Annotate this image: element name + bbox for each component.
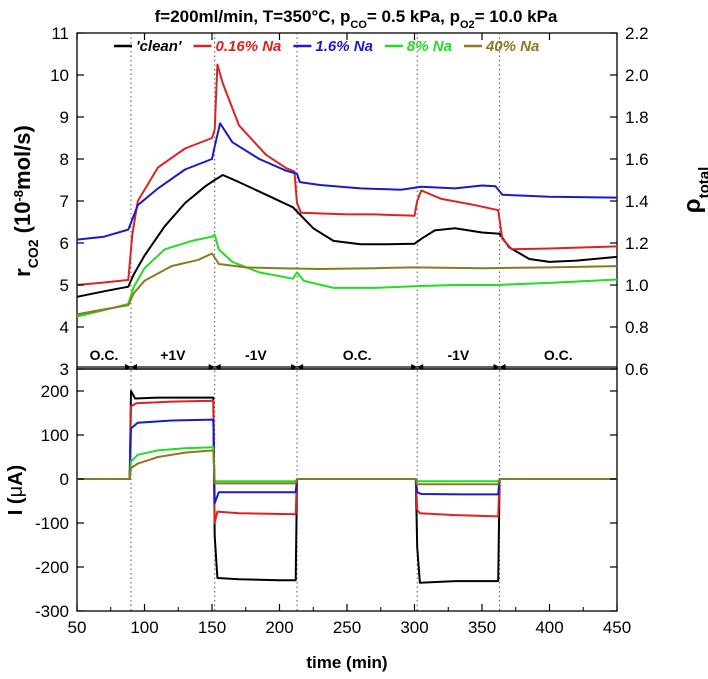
phase-label: O.C. bbox=[343, 347, 372, 363]
y-right-tick-label: 1.4 bbox=[625, 192, 649, 211]
x-tick-label: 450 bbox=[603, 618, 631, 637]
phase-boundaries bbox=[130, 33, 501, 611]
current-series-line bbox=[77, 390, 617, 584]
y-bottom-tick-label: -100 bbox=[35, 514, 69, 533]
y-right-tick-label: 2.2 bbox=[625, 24, 649, 43]
x-axis-title: time (min) bbox=[306, 653, 387, 672]
y-left-tick-label: 4 bbox=[60, 318, 69, 337]
phase-arrowhead-right bbox=[125, 364, 131, 370]
top-series-group bbox=[76, 63, 618, 318]
y-left-title: rCO2 (10-8mol/s) bbox=[10, 125, 41, 277]
phase-label: -1V bbox=[447, 347, 469, 363]
y-left-tick-label: 11 bbox=[51, 24, 69, 43]
rate-series-line bbox=[76, 233, 618, 318]
rate-series-line bbox=[76, 122, 618, 241]
legend-label: 0.16% Na bbox=[216, 38, 282, 55]
y-bottom-tick-label: -200 bbox=[35, 558, 69, 577]
y-right-tick-label: 0.8 bbox=[625, 318, 649, 337]
current-series-line bbox=[77, 446, 617, 483]
axis-ticks: 50 100 150 200 250 300 350 400 450 3 4 5 6 7 8 9 10 11 0.6… bbox=[35, 24, 649, 637]
legend-label: 1.6% Na bbox=[315, 38, 373, 55]
phase-label: O.C. bbox=[544, 347, 573, 363]
y-bottom-title: I (μA) bbox=[5, 465, 27, 515]
phase-arrowhead-left bbox=[297, 364, 304, 370]
x-tick-label: 150 bbox=[198, 618, 226, 637]
legend-label: 40% Na bbox=[485, 38, 539, 55]
phase-label: O.C. bbox=[90, 347, 119, 363]
y-right-tick-label: 1.6 bbox=[625, 150, 649, 169]
phase-arrowhead-right bbox=[291, 364, 298, 370]
y-left-tick-label: 6 bbox=[60, 234, 69, 253]
rate-series-line bbox=[76, 252, 618, 316]
x-tick-label: 400 bbox=[535, 618, 563, 637]
y-left-tick-label: 8 bbox=[60, 150, 69, 169]
y-bottom-tick-label: 200 bbox=[41, 382, 69, 401]
current-series-line bbox=[77, 418, 617, 505]
y-left-tick-label: 9 bbox=[60, 108, 69, 127]
y-bottom-tick-label: 0 bbox=[60, 470, 69, 489]
y-right-tick-label: 1.2 bbox=[625, 234, 649, 253]
bottom-series-group bbox=[77, 390, 617, 584]
y-left-tick-label: 3 bbox=[60, 360, 69, 379]
bottom-panel-frame bbox=[76, 368, 618, 612]
y-left-tick-label: 5 bbox=[60, 276, 69, 295]
x-tick-label: 300 bbox=[400, 618, 428, 637]
phase-arrowhead-right bbox=[411, 364, 418, 370]
y-bottom-tick-label: -300 bbox=[35, 602, 69, 621]
phase-arrowhead-left bbox=[214, 364, 221, 370]
y-right-tick-label: 0.6 bbox=[625, 360, 649, 379]
phase-arrowhead-left bbox=[417, 364, 424, 370]
chart-title: f=200ml/min, T=350°C, pCO= 0.5 kPa, pO2=… bbox=[155, 7, 558, 31]
y-right-tick-label: 1.8 bbox=[625, 108, 649, 127]
current-series-line bbox=[77, 449, 617, 486]
y-bottom-tick-label: 100 bbox=[41, 426, 69, 445]
x-tick-label: 250 bbox=[333, 618, 361, 637]
y-left-tick-label: 10 bbox=[50, 66, 69, 85]
phase-arrowhead-right bbox=[208, 364, 215, 370]
legend-label: 'clean' bbox=[136, 38, 182, 55]
y-left-tick-label: 7 bbox=[60, 192, 69, 211]
phase-label: +1V bbox=[160, 347, 186, 363]
current-series-line bbox=[77, 399, 617, 524]
x-tick-label: 350 bbox=[468, 618, 496, 637]
rate-series-line bbox=[76, 63, 618, 286]
x-tick-label: 200 bbox=[265, 618, 293, 637]
phase-arrowhead-left bbox=[499, 364, 506, 370]
y-right-tick-label: 2.0 bbox=[625, 66, 649, 85]
phase-arrowhead-left bbox=[131, 364, 137, 370]
y-right-tick-label: 1.0 bbox=[625, 276, 649, 295]
x-tick-label: 100 bbox=[130, 618, 158, 637]
phase-annotations: O.C. +1V -1V O.C. -1V O.C. bbox=[77, 347, 617, 370]
y-right-title: ρtotal bbox=[679, 167, 708, 214]
legend: 'clean' 0.16% Na 1.6% Na 8% Na 40% Na bbox=[114, 38, 539, 55]
phase-arrowhead-right bbox=[493, 364, 500, 370]
rate-series-line bbox=[76, 174, 618, 298]
x-tick-label: 50 bbox=[68, 618, 87, 637]
top-panel-frame bbox=[76, 32, 618, 370]
phase-label: -1V bbox=[245, 347, 267, 363]
legend-label: 8% Na bbox=[407, 38, 452, 55]
